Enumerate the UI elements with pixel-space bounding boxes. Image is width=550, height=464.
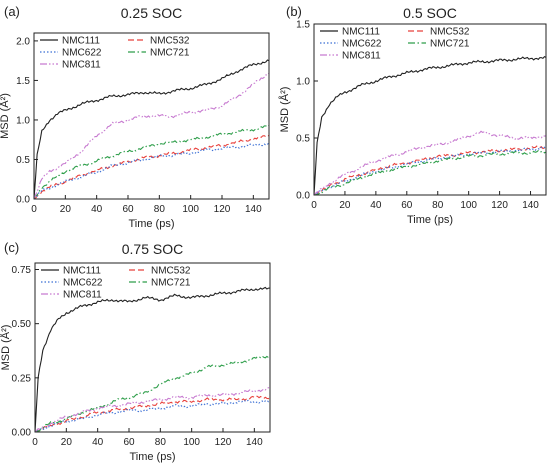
x-axis-label: Time (ps)	[128, 218, 174, 230]
series-line-nmc811	[34, 72, 269, 199]
legend-label: NMC532	[150, 36, 190, 47]
series-line-nmc532	[35, 395, 270, 432]
x-axis-label: Time (ps)	[407, 214, 453, 226]
y-tick-label: 0.5	[16, 155, 30, 166]
x-tick-label: 40	[91, 204, 103, 215]
legend-label: NMC811	[63, 290, 102, 301]
panel-label: (a)	[4, 4, 20, 19]
legend-label: NMC721	[150, 48, 190, 59]
x-tick-label: 100	[460, 200, 477, 211]
series-line-nmc532	[314, 145, 546, 195]
plot-frame	[33, 32, 270, 200]
x-tick-label: 80	[432, 200, 444, 211]
x-tick-label: 120	[215, 437, 232, 448]
series-line-nmc111	[314, 56, 546, 195]
legend-label: NMC111	[342, 27, 380, 38]
y-axis-label: MSD (Å²)	[278, 87, 291, 133]
y-tick-label: 2.0	[16, 36, 30, 47]
x-tick-label: 80	[155, 437, 167, 448]
y-tick-label: 1.0	[16, 115, 30, 126]
series-line-nmc622	[314, 145, 546, 195]
x-axis-label: Time (ps)	[129, 451, 175, 463]
panel-label: (c)	[4, 240, 19, 255]
y-tick-label: 1.5	[16, 76, 30, 87]
panel-b: (b) 0.5 SOC 0 20 40 60 80 100 120 140 0.0 0.5 1.0 1.5…	[278, 4, 547, 226]
y-tick-label: 1.0	[296, 77, 310, 88]
y-axis-label: MSD (Å²)	[0, 93, 11, 139]
y-tick-label: 0.0	[296, 191, 310, 202]
x-tick-label: 120	[214, 204, 231, 215]
legend-label: NMC622	[62, 48, 102, 59]
chart-title: 0.75 SOC	[122, 241, 183, 257]
legend-label: NMC622	[63, 278, 103, 289]
x-tick-label: 20	[339, 200, 351, 211]
series-line-nmc721	[34, 125, 269, 199]
x-tick-label: 60	[122, 204, 134, 215]
x-tick-label: 100	[182, 204, 199, 215]
x-tick-label: 80	[154, 204, 166, 215]
x-tick-label: 140	[246, 437, 263, 448]
x-tick-label: 0	[31, 204, 37, 215]
panel-label: (b)	[286, 4, 302, 19]
x-tick-label: 20	[60, 204, 72, 215]
legend-label: NMC721	[151, 278, 191, 289]
chart-title: 0.25 SOC	[121, 5, 182, 21]
legend-label: NMC532	[430, 27, 470, 38]
legend-label: NMC622	[342, 39, 382, 50]
x-tick-label: 40	[370, 200, 382, 211]
series-line-nmc811	[35, 387, 270, 432]
series-line-nmc721	[35, 355, 270, 432]
series-line-nmc622	[35, 399, 270, 432]
plot-frame	[34, 262, 271, 433]
x-tick-label: 20	[61, 437, 73, 448]
x-tick-label: 140	[245, 204, 262, 215]
x-tick-label: 0	[311, 200, 317, 211]
legend-label: NMC811	[62, 60, 101, 71]
x-tick-label: 120	[491, 200, 508, 211]
series-line-nmc111	[34, 59, 269, 199]
plot-frame	[313, 23, 547, 196]
legend-label: NMC111	[63, 266, 101, 277]
series-line-nmc811	[314, 130, 546, 195]
series-line-nmc622	[34, 142, 269, 199]
x-tick-label: 100	[183, 437, 200, 448]
legend-label: NMC111	[62, 36, 100, 47]
y-tick-label: 0.5	[296, 134, 310, 145]
legend-label: NMC721	[430, 39, 470, 50]
x-tick-label: 60	[401, 200, 413, 211]
y-tick-label: 0.00	[12, 428, 32, 439]
y-tick-label: 0.50	[12, 319, 32, 330]
panel-c: (c) 0.75 SOC 0 20 40 60 80 100 120 140 0.00 0.25 0.5…	[0, 240, 271, 463]
chart-title: 0.5 SOC	[403, 5, 457, 21]
y-tick-label: 1.5	[296, 20, 310, 31]
y-tick-label: 0.75	[12, 265, 32, 276]
x-tick-label: 140	[522, 200, 539, 211]
y-axis-label: MSD (Å²)	[0, 325, 12, 371]
y-tick-label: 0.25	[12, 373, 32, 384]
legend-label: NMC811	[342, 51, 381, 62]
panel-a: (a) 0.25 SOC 0 20 40 60 80 100 120 140 0.0 0.5 1.0 1.…	[0, 4, 270, 230]
series-line-nmc111	[35, 286, 270, 432]
y-tick-label: 0.0	[16, 195, 30, 206]
x-tick-label: 60	[123, 437, 135, 448]
legend-label: NMC532	[151, 266, 191, 277]
x-tick-label: 40	[92, 437, 104, 448]
series-line-nmc532	[34, 134, 269, 199]
x-tick-label: 0	[32, 437, 38, 448]
